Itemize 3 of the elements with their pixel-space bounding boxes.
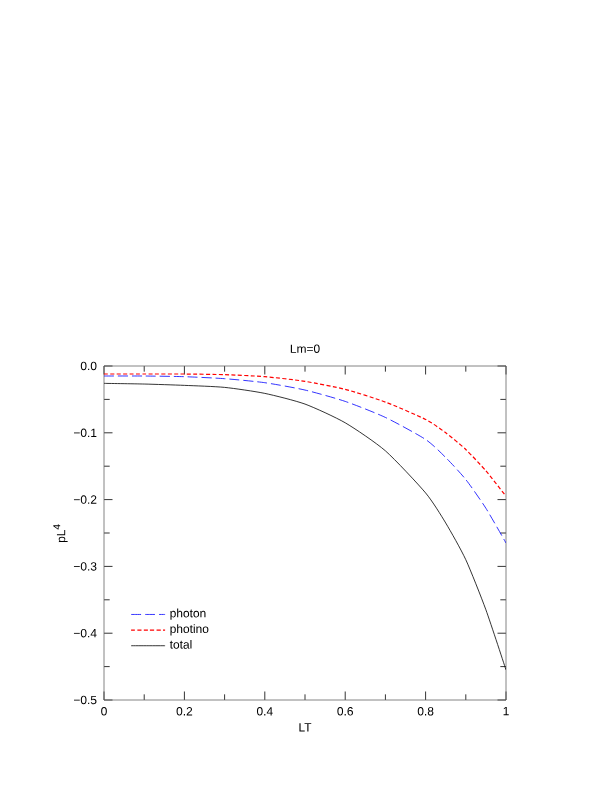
line-series	[104, 382, 507, 671]
line-series	[104, 375, 507, 544]
line-series	[104, 373, 507, 497]
